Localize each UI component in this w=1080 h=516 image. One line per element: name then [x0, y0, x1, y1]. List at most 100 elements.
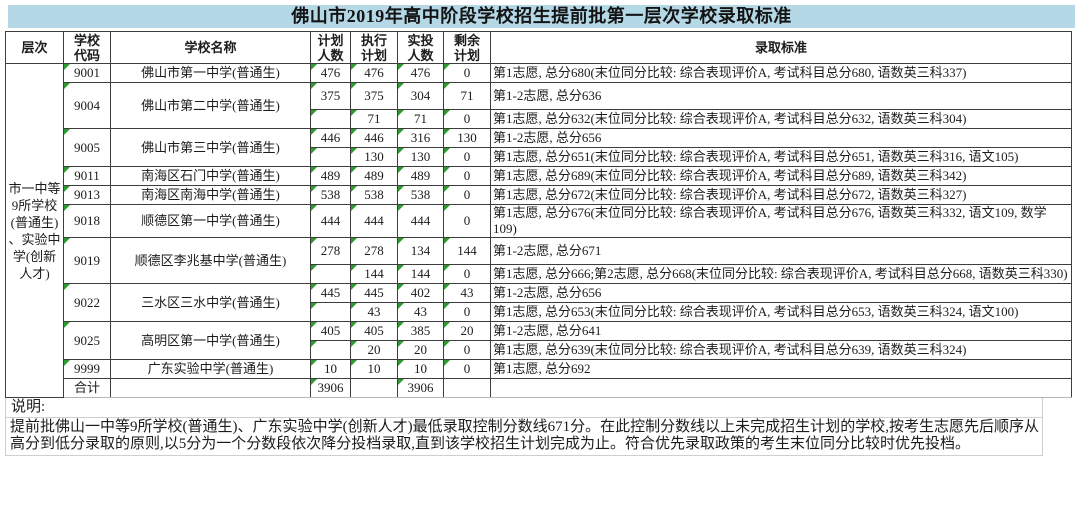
green-triangle-icon	[444, 341, 450, 347]
green-triangle-icon	[398, 379, 404, 385]
green-triangle-icon	[64, 186, 70, 192]
remaining-cell: 0	[443, 147, 491, 167]
green-triangle-icon	[398, 129, 404, 135]
green-triangle-icon	[398, 186, 404, 192]
green-triangle-icon	[351, 148, 357, 154]
green-triangle-icon	[64, 83, 70, 89]
notes-label: 说明:	[5, 398, 1043, 418]
table-row: 9005 佛山市第三中学(普通生) 446 446 316 130 第1-2志愿, 总分65…	[6, 128, 1072, 167]
remaining-cell: 0	[443, 264, 491, 284]
remaining-cell: 71	[443, 82, 491, 110]
col-header-executed: 执行 计划	[350, 31, 398, 64]
green-triangle-icon	[311, 265, 317, 271]
table-row: 9019 顺德区李兆基中学(普通生) 278 278 134 144 第1-2志愿, 总分6…	[6, 237, 1072, 284]
school-code-cell: 9011	[63, 166, 111, 186]
green-triangle-icon	[351, 265, 357, 271]
executed-cell: 445	[350, 283, 398, 303]
standard-cell: 第1-2志愿, 总分656	[490, 283, 1072, 303]
green-triangle-icon	[351, 64, 357, 70]
executed-cell: 278	[350, 237, 398, 265]
planned-cell: 446	[310, 128, 351, 148]
col-header-code: 学校 代码	[63, 31, 111, 64]
school-name-cell: 南海区南海中学(普通生)	[110, 185, 311, 205]
green-triangle-icon	[444, 186, 450, 192]
green-triangle-icon	[398, 238, 404, 244]
green-triangle-icon	[444, 303, 450, 309]
actual-cell: 3906	[397, 378, 444, 398]
table-row: 9011 南海区石门中学(普通生) 489 489 489 0 第1志愿, 总分689(末位…	[6, 166, 1072, 186]
school-code-cell: 9999	[63, 359, 111, 379]
actual-cell: 538	[397, 185, 444, 205]
green-triangle-icon	[398, 110, 404, 116]
actual-cell: 134	[397, 237, 444, 265]
standard-cell: 第1志愿, 总分653(末位同分比较: 综合表现评价A, 考试科目总分653, …	[490, 302, 1072, 322]
planned-cell: 405	[310, 321, 351, 341]
green-triangle-icon	[398, 64, 404, 70]
planned-cell	[310, 302, 351, 322]
planned-cell	[310, 147, 351, 167]
school-name-cell: 三水区三水中学(普通生)	[110, 283, 311, 322]
standard-cell: 第1志愿, 总分692	[490, 359, 1072, 379]
green-triangle-icon	[398, 284, 404, 290]
green-triangle-icon	[64, 238, 70, 244]
green-triangle-icon	[444, 238, 450, 244]
col-header-actual: 实投 人数	[397, 31, 444, 64]
executed-cell: 476	[350, 63, 398, 83]
table-row: 9025 高明区第一中学(普通生) 405 405 385 20 第1-2志愿, 总分641	[6, 321, 1072, 360]
page-title: 佛山市2019年高中阶段学校招生提前批第一层次学校录取标准	[8, 5, 1075, 28]
col-header-planned: 计划 人数	[310, 31, 351, 64]
green-triangle-icon	[64, 64, 70, 70]
standard-cell: 第1志愿, 总分632(末位同分比较: 综合表现评价A, 考试科目总分632, …	[490, 109, 1072, 129]
school-code-cell: 9022	[63, 283, 111, 322]
green-triangle-icon	[311, 360, 317, 366]
planned-cell: 444	[310, 204, 351, 238]
remaining-cell: 0	[443, 359, 491, 379]
table-row: 9013 南海区南海中学(普通生) 538 538 538 0 第1志愿, 总分672(末位…	[6, 185, 1072, 205]
school-name-cell: 佛山市第一中学(普通生)	[110, 63, 311, 83]
standard-cell: 第1志愿, 总分676(末位同分比较: 综合表现评价A, 考试科目总分676, …	[490, 204, 1072, 238]
table-row: 9004 佛山市第二中学(普通生) 375 375 304 71 第1-2志愿, 总分636	[6, 82, 1072, 129]
green-triangle-icon	[351, 238, 357, 244]
school-name-cell: 顺德区第一中学(普通生)	[110, 204, 311, 238]
green-triangle-icon	[311, 341, 317, 347]
col-header-standard: 录取标准	[490, 31, 1072, 64]
standard-cell	[490, 378, 1072, 398]
green-triangle-icon	[444, 360, 450, 366]
executed-cell: 375	[350, 82, 398, 110]
planned-cell: 3906	[310, 378, 351, 398]
actual-cell: 385	[397, 321, 444, 341]
green-triangle-icon	[311, 284, 317, 290]
green-triangle-icon	[351, 205, 357, 211]
table-row: 9018 顺德区第一中学(普通生) 444 444 444 0 第1志愿, 总分676(末位…	[6, 204, 1072, 238]
school-code-cell: 9013	[63, 185, 111, 205]
school-code-cell: 9019	[63, 237, 111, 284]
col-header-name: 学校名称	[110, 31, 311, 64]
remaining-cell: 0	[443, 204, 491, 238]
standard-cell: 第1志愿, 总分672(末位同分比较: 综合表现评价A, 考试科目总分672, …	[490, 185, 1072, 205]
actual-cell: 444	[397, 204, 444, 238]
col-header-level: 层次	[5, 31, 64, 64]
green-triangle-icon	[351, 284, 357, 290]
green-triangle-icon	[351, 186, 357, 192]
actual-cell: 489	[397, 166, 444, 186]
header-row: 层次 学校 代码 学校名称 计划 人数 执行 计划 实投 人数 剩余 计划 录取…	[5, 31, 1072, 64]
school-code-cell: 9018	[63, 204, 111, 238]
remaining-cell: 0	[443, 185, 491, 205]
green-triangle-icon	[311, 64, 317, 70]
executed-cell: 446	[350, 128, 398, 148]
school-name-cell: 佛山市第二中学(普通生)	[110, 82, 311, 129]
school-name-cell: 高明区第一中学(普通生)	[110, 321, 311, 360]
school-name-cell	[110, 378, 311, 398]
green-triangle-icon	[444, 167, 450, 173]
remaining-cell: 0	[443, 109, 491, 129]
green-triangle-icon	[351, 322, 357, 328]
green-triangle-icon	[311, 129, 317, 135]
green-triangle-icon	[64, 129, 70, 135]
executed-cell: 489	[350, 166, 398, 186]
col-header-remaining: 剩余 计划	[443, 31, 491, 64]
school-code-cell: 9004	[63, 82, 111, 129]
green-triangle-icon	[64, 322, 70, 328]
planned-cell: 445	[310, 283, 351, 303]
planned-cell: 476	[310, 63, 351, 83]
